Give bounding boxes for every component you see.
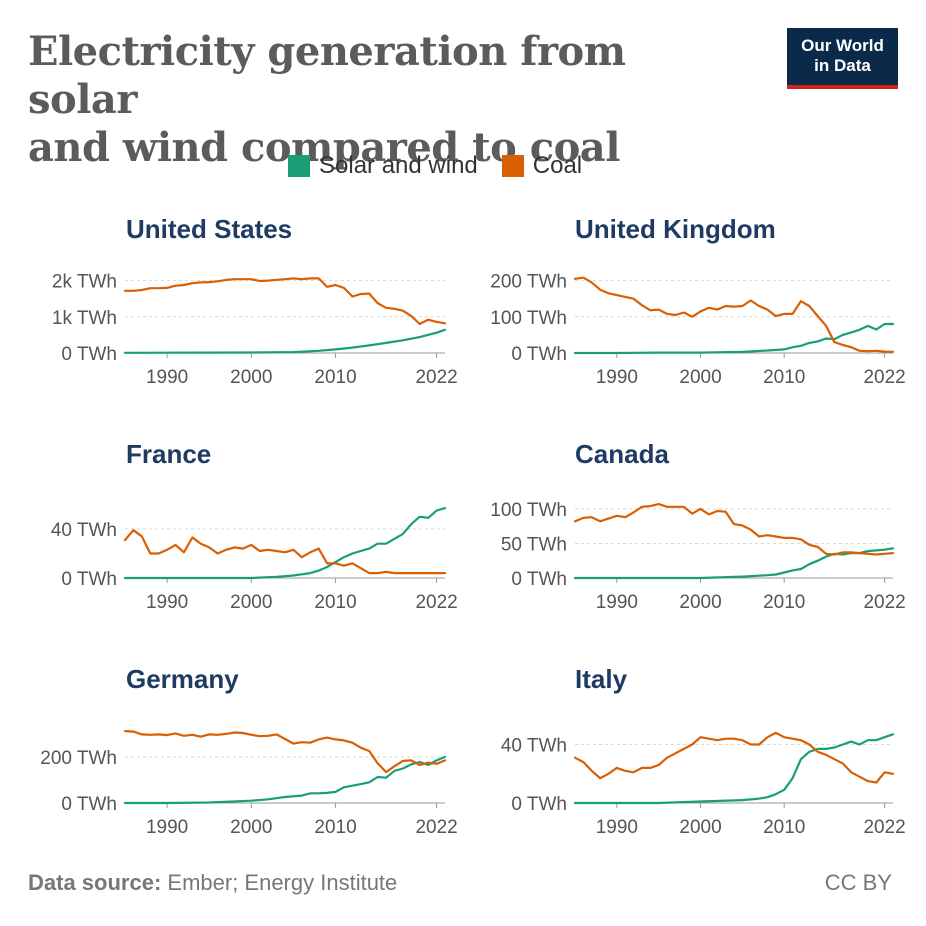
x-tick-label-germany: 2000 (230, 817, 272, 838)
panel-title-united-kingdom: United Kingdom (575, 214, 776, 244)
x-tick-label-united-kingdom: 2010 (763, 367, 805, 388)
data-source: Data source: Ember; Energy Institute (28, 870, 397, 896)
x-tick-label-united-kingdom: 1990 (596, 367, 638, 388)
y-tick-label-france: 0 TWh (61, 569, 117, 590)
x-tick-label-france: 2000 (230, 592, 272, 613)
y-tick-label-united-kingdom: 100 TWh (490, 308, 567, 329)
y-tick-label-united-states: 1k TWh (52, 308, 117, 329)
x-tick-label-germany: 2022 (415, 817, 457, 838)
series-line-coal-canada (573, 503, 895, 556)
panel-title-italy: Italy (575, 664, 628, 694)
x-tick-label-italy: 2022 (863, 817, 905, 838)
x-tick-label-canada: 2010 (763, 592, 805, 613)
x-tick-label-italy: 1990 (596, 817, 638, 838)
y-tick-label-germany: 0 TWh (61, 794, 117, 815)
x-tick-label-united-kingdom: 2000 (679, 367, 721, 388)
series-line-solar-and-wind-united-kingdom (573, 322, 895, 355)
x-tick-label-france: 2022 (415, 592, 457, 613)
y-tick-label-canada: 0 TWh (511, 569, 567, 590)
series-line-solar-and-wind-france (123, 507, 447, 580)
legend-swatch-solar-wind (288, 155, 310, 177)
legend-item-solar-wind[interactable]: Solar and wind (288, 152, 478, 180)
x-tick-label-italy: 2000 (679, 817, 721, 838)
x-tick-label-united-states: 2022 (415, 367, 457, 388)
y-tick-label-united-kingdom: 0 TWh (511, 344, 567, 365)
series-line-solar-and-wind-united-states (123, 328, 447, 354)
x-tick-label-germany: 1990 (146, 817, 188, 838)
logo-line1: Our World (801, 36, 884, 55)
legend-label-solar-wind: Solar and wind (319, 152, 478, 179)
x-tick-label-united-states: 1990 (146, 367, 188, 388)
series-line-coal-germany (123, 730, 447, 774)
legend-label-coal: Coal (532, 152, 583, 179)
x-tick-label-united-states: 2000 (230, 367, 272, 388)
legend-swatch-coal (501, 155, 524, 177)
owid-logo[interactable]: Our World in Data (787, 28, 898, 89)
series-line-coal-united-kingdom (573, 276, 895, 353)
x-tick-label-canada: 2022 (863, 592, 905, 613)
panel-title-united-states: United States (126, 214, 292, 244)
y-tick-label-italy: 40 TWh (501, 736, 567, 757)
y-tick-label-united-kingdom: 200 TWh (490, 272, 567, 293)
logo-line2: in Data (814, 56, 871, 75)
series-line-solar-and-wind-germany (123, 755, 447, 805)
x-tick-label-italy: 2010 (763, 817, 805, 838)
series-line-coal-france (123, 529, 447, 575)
license-label[interactable]: CC BY (824, 870, 892, 895)
x-tick-label-germany: 2010 (314, 817, 356, 838)
x-tick-label-united-kingdom: 2022 (863, 367, 905, 388)
data-source-text: Ember; Energy Institute (161, 870, 398, 895)
legend: Solar and wind Coal (288, 152, 606, 180)
x-tick-label-france: 2010 (314, 592, 356, 613)
legend-item-coal[interactable]: Coal (501, 152, 583, 180)
panel-title-canada: Canada (575, 439, 669, 469)
y-tick-label-italy: 0 TWh (511, 794, 567, 815)
data-source-label: Data source: (28, 870, 162, 895)
x-tick-label-canada: 1990 (596, 592, 638, 613)
panel-title-germany: Germany (126, 664, 239, 694)
y-tick-label-canada: 50 TWh (501, 534, 567, 555)
x-tick-label-united-states: 2010 (314, 367, 356, 388)
x-tick-label-canada: 2000 (679, 592, 721, 613)
panel-title-france: France (126, 439, 211, 469)
x-tick-label-france: 1990 (146, 592, 188, 613)
series-line-coal-united-states (123, 277, 447, 326)
series-line-coal-italy (573, 731, 895, 784)
y-tick-label-germany: 200 TWh (40, 748, 117, 769)
y-tick-label-united-states: 2k TWh (52, 272, 117, 293)
chart-title-line1: Electricity generation from solar (28, 28, 626, 123)
y-tick-label-france: 40 TWh (51, 520, 117, 541)
y-tick-label-united-states: 0 TWh (61, 344, 117, 365)
y-tick-label-canada: 100 TWh (490, 500, 567, 521)
series-line-solar-and-wind-italy (573, 733, 895, 805)
series-line-solar-and-wind-canada (573, 547, 895, 580)
